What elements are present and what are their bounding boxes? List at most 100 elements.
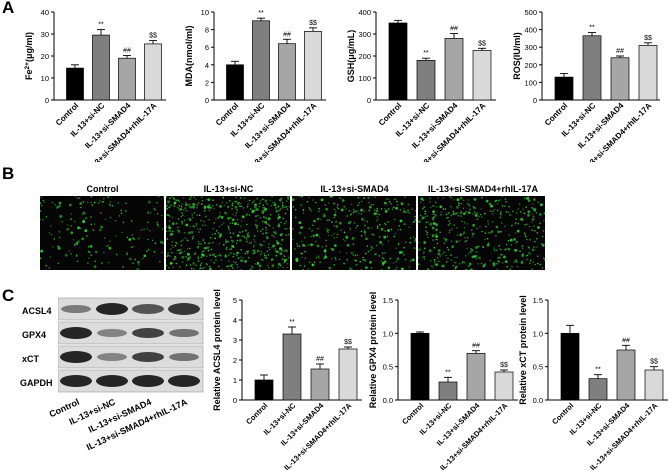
fluorescent-cell — [326, 228, 328, 230]
fluorescent-cell — [418, 220, 421, 223]
fluorescent-cell — [471, 229, 473, 231]
fluorescent-cell — [481, 196, 483, 199]
fluorescent-cell — [237, 223, 239, 226]
fluorescent-cell — [298, 245, 301, 247]
significance-mark: $$ — [644, 35, 652, 42]
fluorescent-cell — [225, 246, 228, 249]
y-tick-label: 400 — [358, 8, 371, 17]
fluorescent-cell — [373, 253, 376, 256]
fluorescent-cell — [358, 202, 361, 204]
fluorescent-cell — [40, 196, 42, 199]
fluorescent-cell — [453, 199, 455, 201]
fluorescent-cell — [277, 266, 279, 269]
fluorescent-cell — [331, 257, 333, 260]
fluorescent-cell — [248, 214, 251, 216]
fluorescent-cell — [481, 230, 483, 233]
fluorescent-cell — [166, 255, 169, 258]
fluorescent-cell — [220, 259, 223, 261]
fluorescent-cell — [434, 263, 436, 265]
fluorescent-cell — [396, 266, 398, 269]
fluorescent-cell — [467, 253, 470, 255]
fluorescent-cell — [217, 217, 219, 219]
fluorescent-cell — [184, 207, 187, 209]
fluorescent-cell — [227, 240, 230, 243]
fluorescent-cell — [292, 238, 293, 241]
fluorescent-cell — [482, 246, 485, 248]
fluorescent-cell — [214, 237, 217, 240]
fluorescent-cell — [237, 257, 240, 259]
fluorescent-cell — [540, 242, 543, 245]
fluorescent-cell — [179, 266, 181, 268]
fluorescent-cell — [256, 227, 258, 229]
fluorescent-cell — [466, 247, 468, 250]
fluorescent-cell — [528, 225, 531, 228]
fluorescent-cell — [353, 210, 355, 212]
fluorescent-cell — [370, 267, 373, 269]
y-axis-label: Fe2+(μg/ml) — [24, 32, 34, 80]
fluorescent-cell — [543, 257, 545, 260]
fluorescent-cell — [271, 196, 273, 197]
fluorescent-cell — [159, 240, 163, 244]
fluorescent-cell — [200, 256, 202, 258]
fluorescent-cell — [531, 248, 535, 252]
fluorescent-cell — [524, 223, 527, 226]
fluorescent-cell — [102, 201, 105, 203]
fluorescent-cell — [494, 200, 497, 202]
fluorescent-cell — [220, 215, 224, 219]
fluorescent-cell — [273, 203, 277, 207]
fluorescent-cell — [482, 264, 485, 267]
y-tick-label: 5 — [233, 296, 237, 305]
fluorescent-cell — [148, 230, 151, 232]
fluorescent-cell — [360, 230, 363, 233]
fluorescent-cell — [313, 219, 316, 223]
fluorescent-cell — [445, 261, 448, 263]
fluorescent-cell — [239, 231, 241, 233]
fluorescent-cell — [456, 206, 459, 209]
fluorescent-cell — [53, 238, 56, 240]
fluorescent-cell — [309, 208, 311, 210]
fluorescent-cell — [115, 235, 117, 237]
fluorescent-cell — [500, 211, 502, 213]
fluorescent-cell — [360, 269, 363, 270]
bar — [66, 67, 84, 101]
fluorescent-cell — [234, 222, 237, 226]
fluorescent-cell — [411, 258, 415, 262]
fluorescent-cell — [208, 209, 211, 212]
fluorescent-cell — [396, 200, 398, 203]
micrograph-si-smad4 — [292, 196, 416, 270]
fluorescent-cell — [168, 230, 170, 232]
fluorescent-cell — [541, 267, 544, 269]
fluorescent-cell — [448, 229, 451, 232]
fluorescent-cell — [188, 256, 192, 259]
fluorescent-cell — [234, 200, 236, 203]
fluorescent-cell — [431, 204, 434, 207]
fluorescent-cell — [258, 264, 262, 268]
fluorescent-cell — [207, 205, 211, 209]
fluorescent-cell — [247, 256, 250, 259]
fluorescent-cell — [430, 206, 432, 209]
fluorescent-cell — [92, 229, 95, 231]
fluorescent-cell — [539, 263, 541, 266]
fluorescent-cell — [517, 222, 519, 225]
fluorescent-cell — [498, 245, 500, 247]
significance-mark: ** — [445, 369, 451, 376]
fluorescent-cell — [242, 257, 245, 259]
significance-mark: $$ — [344, 339, 352, 346]
fluorescent-cell — [465, 210, 467, 213]
fluorescent-cell — [269, 213, 272, 216]
fluorescent-cell — [130, 246, 133, 248]
fluorescent-cell — [469, 251, 472, 253]
fluorescent-cell — [40, 202, 42, 204]
fluorescent-cell — [437, 197, 439, 199]
fluorescent-cell — [240, 256, 242, 258]
x-tick-label: IL-13+si-SMAD4 — [243, 101, 293, 151]
fluorescent-cell — [447, 248, 450, 251]
fluorescent-cell — [537, 255, 539, 257]
fluorescent-cell — [189, 225, 191, 228]
y-tick-label: 100 — [358, 74, 371, 83]
fluorescent-cell — [440, 214, 442, 216]
fluorescent-cell — [515, 222, 517, 224]
fluorescent-cell — [492, 262, 496, 265]
fluorescent-cell — [264, 200, 267, 202]
fluorescent-cell — [481, 216, 483, 218]
